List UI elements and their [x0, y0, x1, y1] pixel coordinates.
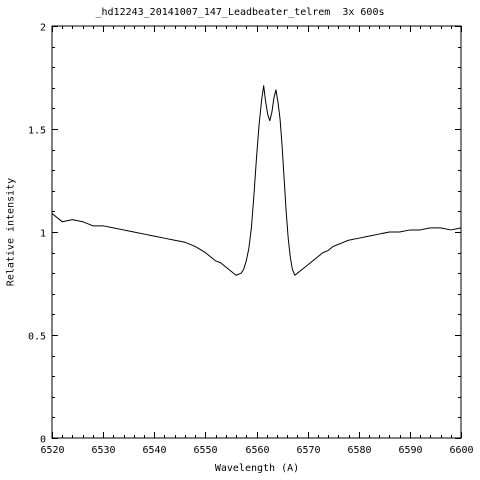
y-axis-label: Relative intensity [5, 177, 17, 287]
x-tick-label: 6560 [245, 445, 269, 456]
y-tick-label: 1 [40, 229, 46, 240]
x-axis-label: Wavelength (A) [214, 463, 300, 474]
plot-frame [51, 25, 462, 439]
x-tick-label: 6550 [193, 445, 217, 456]
x-tick-label: 6590 [398, 445, 422, 456]
y-tick-label: 0.5 [28, 332, 46, 343]
x-tick-label: 6520 [40, 445, 64, 456]
y-tick-label: 0 [40, 435, 46, 446]
x-tick-label: 6600 [449, 445, 473, 456]
tick-labels: 6520 6530 6540 6550 6560 6570 6580 6590 6600 0 0.5… [28, 23, 474, 457]
y-tick-label: 1.5 [28, 126, 46, 137]
x-tick-label: 6580 [347, 445, 371, 456]
x-tick-label: 6540 [142, 445, 166, 456]
chart-title: _hd12243_20141007_147_Leadbeater_telrem … [95, 7, 385, 18]
spectrum-series-line [51, 85, 462, 276]
x-tick-label: 6530 [91, 445, 115, 456]
y-tick-label: 2 [40, 23, 46, 34]
x-tick-label: 6570 [296, 445, 320, 456]
